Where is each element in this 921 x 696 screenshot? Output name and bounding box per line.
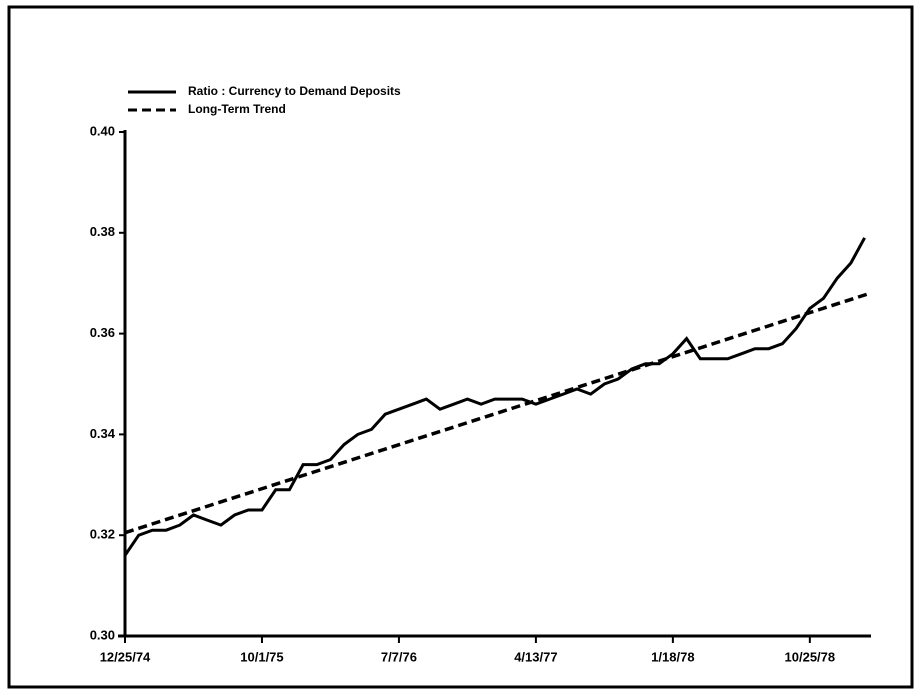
x-tick-label: 1/18/78 (651, 649, 694, 664)
y-tick-label: 0.30 (90, 627, 115, 642)
legend-label: Ratio : Currency to Demand Deposits (188, 84, 401, 98)
y-tick-label: 0.36 (90, 325, 115, 340)
frame (7, 5, 914, 689)
legend-label: Long-Term Trend (188, 102, 286, 116)
y-tick-label: 0.32 (90, 527, 115, 542)
x-tick-label: 12/25/74 (100, 649, 151, 664)
series-line (123, 237, 866, 557)
x-tick-label: 7/7/76 (381, 649, 417, 664)
series-line (124, 291, 871, 535)
x-tick-label: 10/1/75 (240, 649, 283, 664)
y-tick-label: 0.38 (90, 224, 115, 239)
x-tick-label: 10/25/78 (785, 649, 836, 664)
y-tick-label: 0.34 (90, 426, 116, 441)
y-tick-label: 0.40 (90, 123, 115, 138)
x-tick-label: 4/13/77 (514, 649, 557, 664)
